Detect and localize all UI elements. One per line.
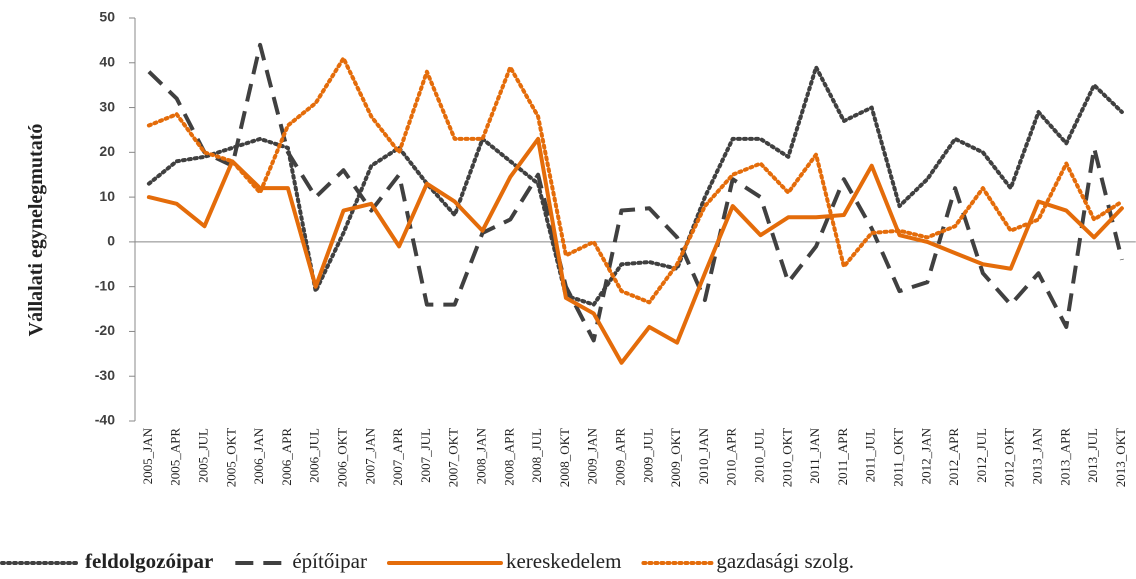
x-tick-label: 2006_JAN xyxy=(251,427,266,484)
x-tick-label: 2009_OKT xyxy=(668,428,683,487)
series-line xyxy=(146,136,1124,365)
x-tick-label: 2005_JAN xyxy=(140,427,155,484)
x-tick-label: 2005_JUL xyxy=(195,428,210,483)
legend-label: feldolgozóipar xyxy=(85,549,213,573)
x-tick-label: 2010_OKT xyxy=(779,428,794,487)
x-tick-label: 2009_JUL xyxy=(640,428,655,483)
x-tick-label: 2011_OKT xyxy=(890,428,905,487)
y-tick-label: -10 xyxy=(95,277,115,293)
x-tick-label: 2005_OKT xyxy=(223,428,238,487)
series-line xyxy=(146,56,1124,305)
x-tick-label: 2006_APR xyxy=(279,428,294,486)
series-line xyxy=(147,42,1124,343)
y-tick-label: 50 xyxy=(99,9,115,25)
y-tick-label: 10 xyxy=(99,188,115,204)
x-tick-label: 2011_JAN xyxy=(807,427,822,483)
y-tick-label: 20 xyxy=(99,143,115,159)
legend-label: kereskedelem xyxy=(506,549,621,573)
series-line xyxy=(146,65,1124,307)
x-tick-label: 2010_JAN xyxy=(696,427,711,484)
x-tick-label: 2009_JAN xyxy=(585,427,600,484)
x-tick-label: 2007_APR xyxy=(390,428,405,486)
x-tick-label: 2012_JUL xyxy=(974,428,989,483)
x-tick-label: 2006_OKT xyxy=(334,428,349,487)
x-tick-label: 2008_JAN xyxy=(473,427,488,484)
x-tick-label: 2007_JUL xyxy=(418,428,433,483)
x-tick-label: 2012_OKT xyxy=(1002,428,1017,487)
x-tick-label: 2013_JUL xyxy=(1085,428,1100,483)
x-tick-label: 2013_APR xyxy=(1057,428,1072,486)
legend-label: építőipar xyxy=(292,549,367,573)
x-tick-label: 2007_OKT xyxy=(446,428,461,487)
y-axis-label: Vállalati egynelegmutató xyxy=(25,124,47,337)
y-tick-label: 40 xyxy=(99,53,115,69)
x-tick-label: 2005_APR xyxy=(168,428,183,486)
x-tick-label: 2008_APR xyxy=(501,428,516,486)
y-tick-label: -40 xyxy=(95,412,115,428)
y-tick-label: -30 xyxy=(95,367,115,383)
x-tick-label: 2007_JAN xyxy=(362,427,377,484)
x-tick-label: 2013_OKT xyxy=(1113,428,1128,487)
x-tick-label: 2012_APR xyxy=(946,428,961,486)
y-tick-label: -20 xyxy=(95,322,115,338)
x-tick-label: 2012_JAN xyxy=(918,427,933,484)
x-tick-label: 2006_JUL xyxy=(307,428,322,483)
y-tick-label: 0 xyxy=(107,233,115,249)
x-tick-label: 2009_APR xyxy=(612,428,627,486)
x-tick-label: 2011_JUL xyxy=(863,428,878,482)
x-tick-label: 2010_APR xyxy=(724,428,739,486)
x-tick-label: 2008_OKT xyxy=(557,428,572,487)
x-tick-label: 2011_APR xyxy=(835,428,850,486)
x-tick-label: 2013_JAN xyxy=(1029,427,1044,484)
x-tick-label: 2010_JUL xyxy=(751,428,766,483)
x-tick-label: 2008_JUL xyxy=(529,428,544,483)
legend-label: gazdasági szolg. xyxy=(716,549,854,573)
y-tick-label: 30 xyxy=(99,98,115,114)
